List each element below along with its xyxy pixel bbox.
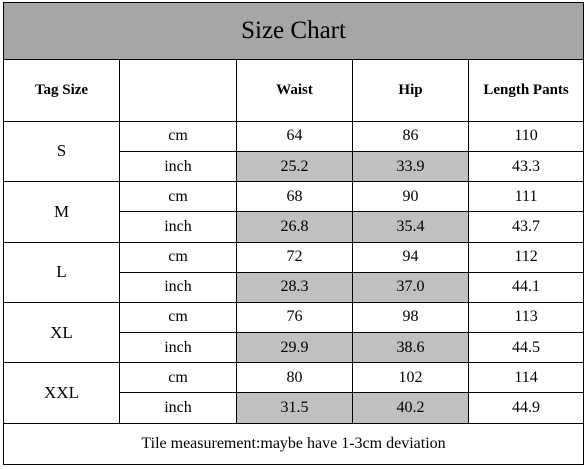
waist-value: 76 (236, 301, 353, 334)
unit-label: inch (119, 271, 237, 303)
header-length-pants: Length Pants (467, 59, 585, 122)
table-row: XXL cm 80 102 114 (3, 362, 585, 424)
waist-value: 68 (236, 181, 353, 213)
note-row: Tile measurement:maybe have 1-3cm deviat… (2, 422, 585, 466)
length-value: 44.1 (467, 271, 585, 303)
waist-value: 31.5 (236, 392, 353, 424)
waist-value: 26.8 (236, 211, 353, 243)
length-value: 44.5 (467, 332, 585, 364)
size-label: S (3, 120, 120, 183)
waist-value: 72 (236, 241, 353, 273)
length-value: 113 (467, 301, 585, 334)
waist-value: 80 (236, 362, 353, 394)
unit-label: cm (119, 120, 237, 152)
header-waist: Waist (236, 59, 353, 122)
chart-title: Size Chart (2, 1, 585, 61)
table-row: L cm 72 94 112 (3, 241, 585, 303)
unit-label: cm (119, 301, 237, 334)
unit-label: cm (119, 362, 237, 394)
waist-value: 28.3 (236, 271, 353, 303)
table-row: S cm 64 86 110 (3, 120, 585, 183)
size-label: XL (3, 301, 120, 364)
length-value: 43.7 (467, 211, 585, 243)
unit-label: cm (119, 241, 237, 273)
size-label: L (3, 241, 120, 303)
waist-value: 25.2 (236, 150, 353, 183)
length-value: 111 (467, 181, 585, 213)
table-row: M cm 68 90 111 (3, 181, 585, 243)
header-tag-size: Tag Size (3, 59, 120, 122)
hip-value: 35.4 (352, 211, 469, 243)
length-value: 110 (467, 120, 585, 152)
length-value: 112 (467, 241, 585, 273)
length-value: 43.3 (467, 150, 585, 183)
hip-value: 102 (352, 362, 469, 394)
table-row: inch 31.5 40.2 44.9 (4, 392, 585, 424)
size-label: M (3, 181, 120, 243)
hip-value: 86 (352, 120, 469, 152)
measurement-note: Tile measurement:maybe have 1-3cm deviat… (2, 422, 585, 466)
table-row: inch 25.2 33.9 43.3 (4, 150, 585, 183)
title-row: Size Chart (2, 1, 585, 61)
unit-label: inch (119, 392, 237, 424)
hip-value: 38.6 (352, 332, 469, 364)
header-hip: Hip (352, 59, 469, 122)
hip-value: 90 (352, 181, 469, 213)
unit-label: inch (119, 211, 237, 243)
header-row: Tag Size Waist Hip Length Pants (3, 59, 585, 122)
hip-value: 40.2 (352, 392, 469, 424)
table-row: inch 26.8 35.4 43.7 (4, 211, 585, 243)
hip-value: 37.0 (352, 271, 469, 303)
hip-value: 98 (352, 301, 469, 334)
hip-value: 94 (352, 241, 469, 273)
waist-value: 29.9 (236, 332, 353, 364)
unit-label: inch (119, 150, 237, 183)
table-row: inch 29.9 38.6 44.5 (4, 332, 585, 364)
header-unit (119, 59, 237, 122)
unit-label: inch (119, 332, 237, 364)
length-value: 44.9 (467, 392, 585, 424)
table-row: XL cm 76 98 113 (3, 301, 585, 364)
unit-label: cm (119, 181, 237, 213)
hip-value: 33.9 (352, 150, 469, 183)
table-row: inch 28.3 37.0 44.1 (4, 271, 585, 303)
size-label: XXL (3, 362, 120, 424)
length-value: 114 (467, 362, 585, 394)
waist-value: 64 (236, 120, 353, 152)
